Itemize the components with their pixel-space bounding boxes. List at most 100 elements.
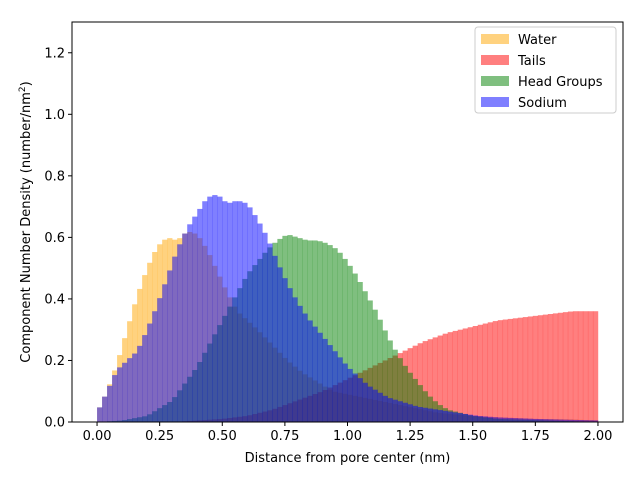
y-axis-label-superscript: 2 — [18, 86, 28, 92]
histogram-bar — [537, 419, 544, 422]
legend-label: Water — [518, 33, 557, 48]
histogram-bar — [417, 343, 423, 422]
histogram-bar — [482, 323, 489, 422]
histogram-bar — [517, 418, 524, 422]
histogram-bar — [547, 419, 554, 422]
histogram-bar — [422, 407, 428, 422]
legend-swatch — [481, 76, 509, 86]
histogram-bar — [287, 288, 293, 422]
histogram-bar — [352, 273, 358, 422]
histogram-bar — [537, 315, 544, 422]
histogram-bar — [477, 324, 483, 422]
y-tick-label: 1.0 — [44, 108, 65, 123]
histogram-bar — [492, 321, 499, 422]
histogram-bar — [582, 311, 589, 422]
histogram-bar — [487, 322, 494, 422]
histogram-bar — [307, 320, 313, 422]
histogram-bar — [277, 267, 283, 422]
histogram-bar — [577, 420, 584, 422]
histogram-bar — [152, 311, 158, 422]
histogram-bar — [452, 330, 458, 422]
histogram-bar — [357, 282, 363, 422]
series-sodium — [97, 195, 599, 422]
histogram-bar — [162, 284, 168, 422]
y-tick-label: 0.0 — [44, 416, 65, 431]
y-tick-label: 0.8 — [44, 169, 65, 184]
histogram-bar — [127, 358, 133, 422]
x-tick-label: 0.25 — [145, 429, 174, 444]
histogram-bar — [507, 318, 514, 422]
y-tick-label: 0.2 — [44, 354, 65, 369]
x-tick-label: 1.25 — [396, 429, 425, 444]
histogram-bar — [452, 412, 458, 422]
histogram-bar — [527, 418, 534, 422]
histogram-bar — [432, 337, 438, 422]
histogram-bar — [467, 414, 473, 422]
histogram-bar — [367, 386, 373, 422]
y-tick-label: 0.6 — [44, 231, 65, 246]
histogram-bar — [567, 311, 574, 422]
legend-label: Sodium — [518, 96, 567, 111]
histogram-bar — [412, 378, 418, 422]
histogram-bar — [457, 413, 463, 422]
histogram-bar — [487, 416, 494, 422]
histogram-bar — [507, 417, 514, 422]
histogram-bar — [377, 319, 383, 422]
histogram-bar — [572, 419, 579, 422]
histogram-bar — [407, 404, 413, 422]
histogram-bar — [322, 242, 328, 422]
histogram-bar — [332, 248, 338, 422]
legend-swatch — [481, 34, 509, 44]
histogram-bar — [212, 195, 218, 422]
histogram-bar — [547, 314, 554, 422]
histogram-bar — [217, 196, 223, 422]
histogram-bar — [447, 411, 453, 422]
histogram-bar — [532, 418, 539, 422]
histogram-bar — [392, 349, 398, 422]
histogram-bar — [202, 201, 208, 422]
histogram-bar — [347, 368, 353, 422]
histogram-bar — [297, 305, 303, 422]
histogram-bar — [492, 417, 499, 422]
histogram-bar — [527, 316, 534, 422]
histogram-bar — [482, 416, 489, 422]
histogram-bar — [422, 341, 428, 422]
histogram-bar — [172, 256, 178, 422]
histogram-bar — [347, 265, 353, 422]
histogram-bar — [362, 382, 368, 422]
histogram-bar — [532, 315, 539, 422]
histogram-bar — [422, 391, 428, 422]
histogram-bar — [522, 418, 529, 422]
histogram-bar — [592, 311, 599, 422]
histogram-bar — [517, 317, 524, 422]
histogram-bar — [562, 312, 569, 422]
histogram-bar — [397, 358, 403, 422]
histogram-bar — [332, 351, 338, 422]
histogram-bar — [437, 335, 443, 422]
histogram-bar — [207, 196, 213, 422]
histogram-bar — [512, 318, 519, 422]
histogram-bar — [542, 314, 549, 422]
x-axis-label: Distance from pore center (nm) — [245, 451, 451, 466]
histogram-bar — [577, 311, 584, 422]
histogram-bar — [497, 320, 504, 422]
histogram-bar — [122, 362, 128, 422]
histogram-bar — [402, 402, 408, 422]
y-tick-label: 0.4 — [44, 292, 65, 307]
histogram-bar — [392, 399, 398, 422]
histogram-bar — [377, 392, 383, 422]
histogram-bar — [472, 415, 478, 422]
histogram-bar — [352, 373, 358, 422]
histogram-bar — [447, 332, 453, 422]
histogram-bar — [222, 201, 228, 422]
histogram-bar — [272, 255, 278, 422]
histogram-bar — [417, 407, 423, 422]
histogram-bar — [502, 417, 509, 422]
histogram-bar — [552, 313, 559, 422]
histogram-bar — [237, 201, 243, 422]
x-tick-label: 0.75 — [270, 429, 299, 444]
histogram-bar — [357, 378, 363, 422]
histogram-bar — [552, 419, 559, 422]
histogram-bar — [387, 398, 393, 422]
